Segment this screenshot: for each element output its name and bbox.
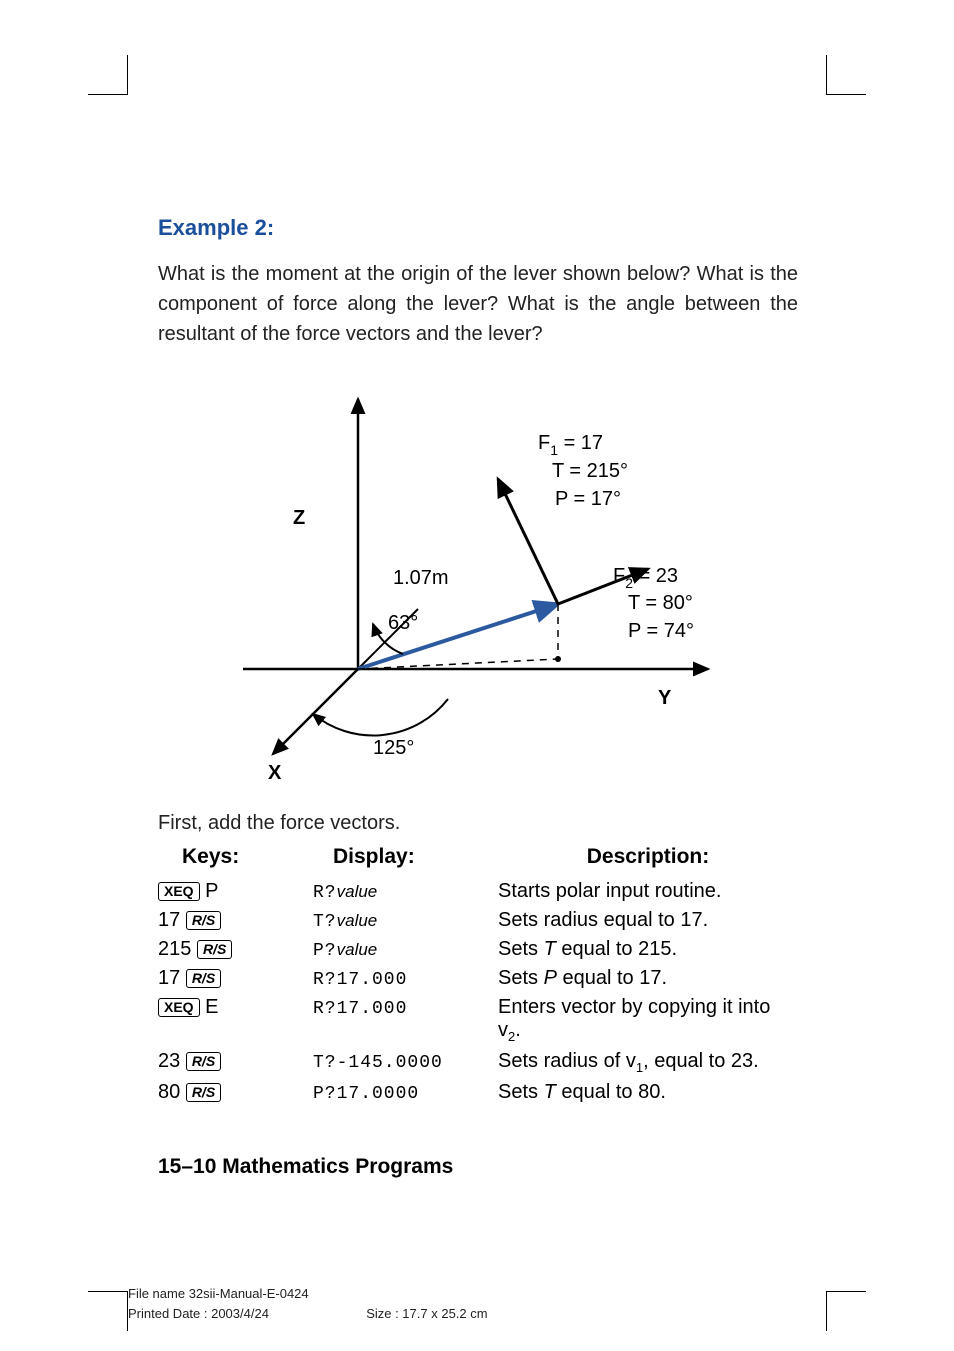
- lever-length: 1.07m: [393, 567, 449, 589]
- x-label: X: [268, 762, 282, 784]
- display-cell: R?17.000: [313, 993, 498, 1047]
- keys-cell: 80 R/S: [158, 1078, 313, 1107]
- description-cell: Sets P equal to 17.: [498, 964, 798, 993]
- y-label: Y: [658, 687, 672, 709]
- rs-key: R/S: [197, 940, 232, 959]
- table-row: 215 R/SP?valueSets T equal to 215.: [158, 935, 798, 964]
- keys-cell: 215 R/S: [158, 935, 313, 964]
- z-label: Z: [293, 507, 305, 529]
- lever-diagram: Z Y X 1.07m 63° 125° F1 = 17 T = 215° P …: [158, 369, 798, 789]
- keys-cell: XEQ P: [158, 877, 313, 906]
- display-cell: R?value: [313, 877, 498, 906]
- display-cell: R?17.000: [313, 964, 498, 993]
- table-row: 17 R/ST?valueSets radius equal to 17.: [158, 906, 798, 935]
- rs-key: R/S: [186, 969, 221, 988]
- th-description: Description:: [498, 845, 798, 877]
- angle-125: 125°: [373, 737, 414, 759]
- keys-cell: XEQ E: [158, 993, 313, 1047]
- display-cell: T?-145.0000: [313, 1047, 498, 1078]
- description-cell: Sets T equal to 80.: [498, 1078, 798, 1107]
- crop-mark-br: [826, 1291, 866, 1331]
- description-cell: Sets radius of v1, equal to 23.: [498, 1047, 798, 1078]
- f1-line1: F1 = 17: [538, 432, 603, 458]
- crop-mark-tr: [826, 55, 866, 95]
- th-keys: Keys:: [158, 845, 313, 877]
- description-cell: Sets radius equal to 17.: [498, 906, 798, 935]
- caption-text: First, add the force vectors.: [158, 812, 798, 835]
- print-meta: File name 32sii-Manual-E-0424 Printed Da…: [128, 1284, 488, 1323]
- table-row: 80 R/SP?17.0000Sets T equal to 80.: [158, 1078, 798, 1107]
- display-cell: P?value: [313, 935, 498, 964]
- rs-key: R/S: [186, 1052, 221, 1071]
- description-cell: Enters vector by copying it into v2.: [498, 993, 798, 1047]
- keys-cell: 17 R/S: [158, 964, 313, 993]
- table-row: 23 R/ST?-145.0000Sets radius of v1, equa…: [158, 1047, 798, 1078]
- footer-section: 15–10 Mathematics Programs: [158, 1155, 798, 1179]
- crop-mark-bl: [88, 1291, 128, 1331]
- meta-size: Size : 17.7 x 25.2 cm: [366, 1306, 487, 1321]
- display-cell: P?17.0000: [313, 1078, 498, 1107]
- xeq-key: XEQ: [158, 882, 200, 901]
- display-cell: T?value: [313, 906, 498, 935]
- keys-cell: 17 R/S: [158, 906, 313, 935]
- th-display: Display:: [313, 845, 498, 877]
- meta-file: File name 32sii-Manual-E-0424: [128, 1284, 488, 1304]
- table-row: XEQ ER?17.000Enters vector by copying it…: [158, 993, 798, 1047]
- rs-key: R/S: [186, 1083, 221, 1102]
- f1-p: P = 17°: [555, 488, 621, 510]
- page-content: Example 2: What is the moment at the ori…: [158, 215, 798, 1179]
- rs-key: R/S: [186, 911, 221, 930]
- f2-p: P = 74°: [628, 620, 694, 642]
- description-cell: Starts polar input routine.: [498, 877, 798, 906]
- keys-cell: 23 R/S: [158, 1047, 313, 1078]
- f2-t: T = 80°: [628, 592, 693, 614]
- angle-63: 63°: [388, 612, 418, 634]
- meta-date: Printed Date : 2003/4/24: [128, 1306, 269, 1321]
- f2-line1: F2 = 23: [613, 565, 678, 591]
- question-text: What is the moment at the origin of the …: [158, 259, 798, 349]
- keys-table: Keys: Display: Description: XEQ PR?value…: [158, 845, 798, 1107]
- f1-t: T = 215°: [552, 460, 628, 482]
- table-row: 17 R/SR?17.000Sets P equal to 17.: [158, 964, 798, 993]
- example-title: Example 2:: [158, 215, 798, 241]
- xeq-key: XEQ: [158, 998, 200, 1017]
- crop-mark-tl: [88, 55, 128, 95]
- description-cell: Sets T equal to 215.: [498, 935, 798, 964]
- table-row: XEQ PR?valueStarts polar input routine.: [158, 877, 798, 906]
